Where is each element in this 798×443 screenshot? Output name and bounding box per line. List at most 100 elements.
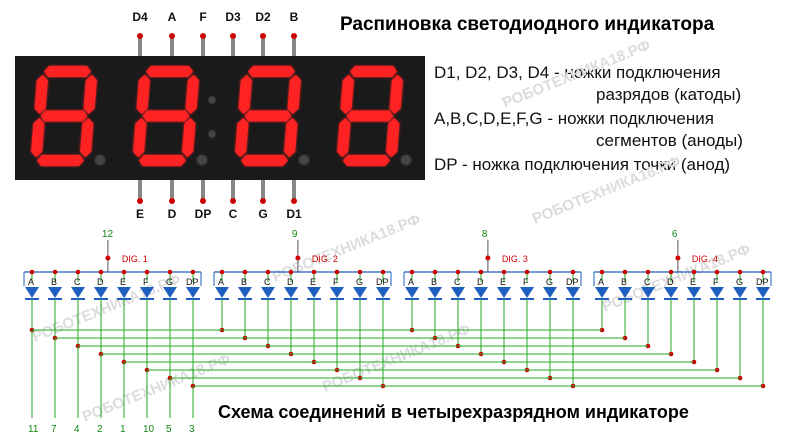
digit-segment	[133, 118, 147, 158]
junction-dot	[478, 269, 484, 275]
segment-label: G	[356, 277, 363, 287]
digit-segment	[136, 74, 150, 114]
decimal-point	[401, 155, 411, 165]
digit-segment	[80, 118, 94, 158]
led-diode	[641, 287, 655, 298]
led-diode	[330, 287, 344, 298]
display-pin-dots-top	[137, 33, 297, 39]
pin-label-bottom: DP	[194, 207, 212, 221]
segment-label: F	[143, 277, 149, 287]
junction-dot	[52, 269, 58, 275]
digit-pin-number: 8	[482, 229, 488, 240]
led-diode	[71, 287, 85, 298]
display-digits	[31, 66, 411, 166]
decimal-point	[95, 155, 105, 165]
segment-label: E	[120, 277, 126, 287]
segment-label: E	[500, 277, 506, 287]
segment-label: F	[333, 277, 339, 287]
segment-label: DP	[756, 277, 769, 287]
pinout-title: Распиновка светодиодного индикатора	[340, 14, 715, 35]
digit-segment	[284, 118, 298, 158]
junction-dot	[622, 269, 628, 275]
segment-label: A	[408, 277, 414, 287]
led-diode	[566, 287, 580, 298]
junction-dot	[219, 269, 225, 275]
led-diode	[353, 287, 367, 298]
segment-label: F	[713, 277, 719, 287]
junction-dot	[190, 269, 196, 275]
digit-segment	[346, 110, 394, 122]
junction-dot	[691, 269, 697, 275]
junction-dot	[311, 269, 317, 275]
digit-pin-dot	[295, 255, 301, 261]
digit-segment	[34, 74, 48, 114]
digit-label: DIG. 3	[502, 254, 528, 264]
segment-label: C	[644, 277, 651, 287]
led-diode	[25, 287, 39, 298]
digit-pin-number: 12	[102, 229, 114, 240]
segment-label: C	[264, 277, 271, 287]
junction-dot	[121, 269, 127, 275]
desc-segment-pins-cont: сегментов (аноды)	[596, 131, 743, 150]
pin-label-top: B	[289, 10, 299, 24]
segment-label: E	[310, 277, 316, 287]
led-diode	[140, 287, 154, 298]
junction-dot	[599, 269, 605, 275]
segment-label: G	[546, 277, 553, 287]
digit-segment	[238, 74, 252, 114]
digit-group: 12 DIG. 1 A B C D E F G DP	[23, 229, 202, 389]
digit-segment	[244, 110, 292, 122]
junction-dot	[714, 269, 720, 275]
segment-label: DP	[186, 277, 199, 287]
pin-label-bottom: D1	[286, 207, 302, 221]
led-diode	[618, 287, 632, 298]
led-diode	[595, 287, 609, 298]
decimal-point	[299, 155, 309, 165]
segment-pin-number: 3	[189, 424, 195, 435]
pin-label-bottom: D	[167, 207, 177, 221]
pin-label-top: D3	[225, 10, 241, 24]
led-diode	[238, 287, 252, 298]
segment-label: D	[287, 277, 294, 287]
junction-dot	[547, 269, 553, 275]
desc-segment-pins: A,B,C,D,E,F,G - ножки подключения	[434, 109, 714, 128]
digit-segment	[350, 66, 397, 77]
pin-label-top: F	[199, 10, 207, 24]
digit-segment	[182, 118, 196, 158]
segment-pin-number: 11	[28, 424, 39, 435]
junction-dot	[501, 269, 507, 275]
digit-segment	[248, 66, 295, 77]
junction-dot	[432, 269, 438, 275]
digit-segment	[139, 155, 186, 166]
led-diode	[117, 287, 131, 298]
digit-segment	[142, 110, 190, 122]
junction-dot	[668, 269, 674, 275]
digit-pin-dot	[485, 255, 491, 261]
desc-dp-pin: DP - ножка подключения точки (анод)	[434, 155, 731, 174]
digit-segment	[386, 118, 400, 158]
led-diode	[376, 287, 390, 298]
digit-segment	[83, 74, 97, 114]
junction-dot	[570, 269, 576, 275]
digit-segment	[241, 155, 288, 166]
segment-label: D	[477, 277, 484, 287]
junction-dot	[144, 269, 150, 275]
segment-label: B	[431, 277, 437, 287]
digit-segment	[31, 118, 45, 158]
segment-label: A	[598, 277, 604, 287]
segment-pin-number: 2	[97, 424, 103, 435]
pin-label-bottom: E	[135, 207, 144, 221]
digit-segment	[185, 74, 199, 114]
segment-label: B	[51, 277, 57, 287]
segment-pin-number: 10	[143, 424, 155, 435]
pin-label-bottom: G	[258, 207, 268, 221]
junction-dot	[455, 269, 461, 275]
digit-segment	[44, 66, 91, 77]
segment-pin-number: 1	[120, 424, 126, 435]
digit-label: DIG. 1	[122, 254, 148, 264]
junction-dot	[380, 269, 386, 275]
segment-label: C	[74, 277, 81, 287]
segment-label: B	[621, 277, 627, 287]
segment-label: G	[736, 277, 743, 287]
led-diode	[215, 287, 229, 298]
